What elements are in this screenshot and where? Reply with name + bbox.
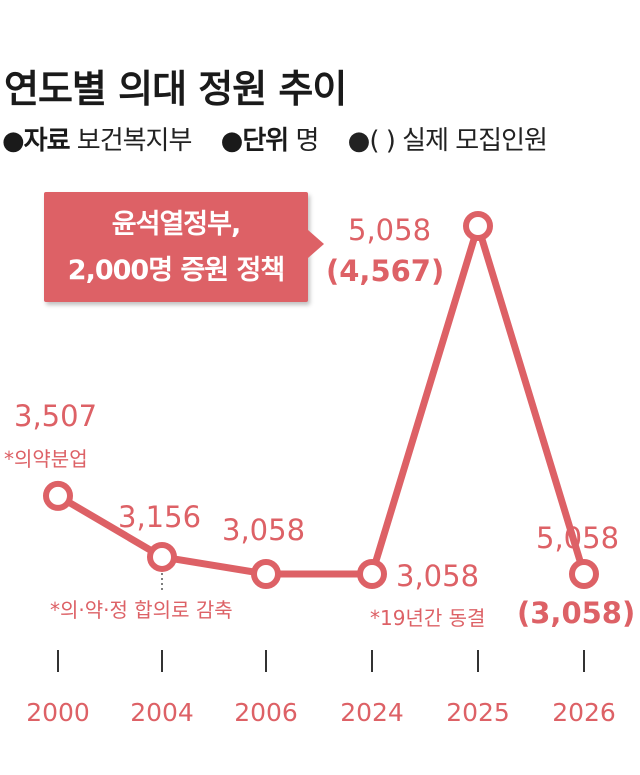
source-value: 보건복지부 bbox=[76, 126, 193, 156]
data-point-2024 bbox=[357, 559, 387, 589]
annotation-2000: *의약분업 bbox=[4, 447, 88, 471]
source-info: ●자료 보건복지부 bbox=[2, 126, 199, 156]
annotation-2026: *19년간 동결 bbox=[370, 606, 485, 630]
actual-label: (3,058) bbox=[517, 596, 635, 630]
x-tick-label: 2006 bbox=[234, 698, 298, 727]
source-key: ●자료 bbox=[2, 126, 71, 156]
actual-label: (4,567) bbox=[326, 254, 444, 288]
x-tick-label: 2024 bbox=[340, 698, 404, 727]
note-info: ●( ) 실제 모집인원 bbox=[347, 126, 548, 156]
data-point-2006 bbox=[251, 559, 281, 589]
callout-line2: 2,000명 증원 정책 bbox=[67, 255, 285, 286]
value-label: 3,058 bbox=[222, 513, 305, 547]
value-label: 3,507 bbox=[14, 399, 97, 433]
unit-info: ●단위 명 bbox=[221, 126, 326, 156]
unit-value: 명 bbox=[295, 126, 319, 156]
unit-key: ●단위 bbox=[220, 126, 290, 156]
x-tick-label: 2025 bbox=[446, 698, 510, 727]
data-point-2000 bbox=[43, 480, 73, 511]
value-label: 5,058 bbox=[536, 521, 619, 555]
actual-note: ●( ) 실제 모집인원 bbox=[347, 126, 548, 156]
value-label: 5,058 bbox=[348, 213, 431, 247]
data-point-2025 bbox=[463, 211, 493, 241]
data-point-2004 bbox=[147, 541, 177, 572]
callout-line1: 윤석열정부, bbox=[111, 209, 241, 240]
value-label: 3,156 bbox=[118, 500, 201, 534]
series-line bbox=[56, 222, 588, 578]
x-tick-label: 2004 bbox=[130, 698, 194, 727]
x-tick-label: 2000 bbox=[26, 698, 90, 727]
chart-title: 연도별 의대 정원 추이 bbox=[4, 67, 347, 111]
value-label: 3,058 bbox=[396, 559, 479, 593]
chart-meta: ●자료 보건복지부 ●단위 명 ●( ) 실제 모집인원 bbox=[2, 120, 640, 157]
annotation-2004: *의·약·정 합의로 감축 bbox=[50, 598, 233, 622]
policy-callout: 윤석열정부, 2,000명 증원 정책 bbox=[44, 192, 324, 302]
x-tick-label: 2026 bbox=[552, 698, 616, 727]
data-point-2026 bbox=[569, 559, 599, 589]
